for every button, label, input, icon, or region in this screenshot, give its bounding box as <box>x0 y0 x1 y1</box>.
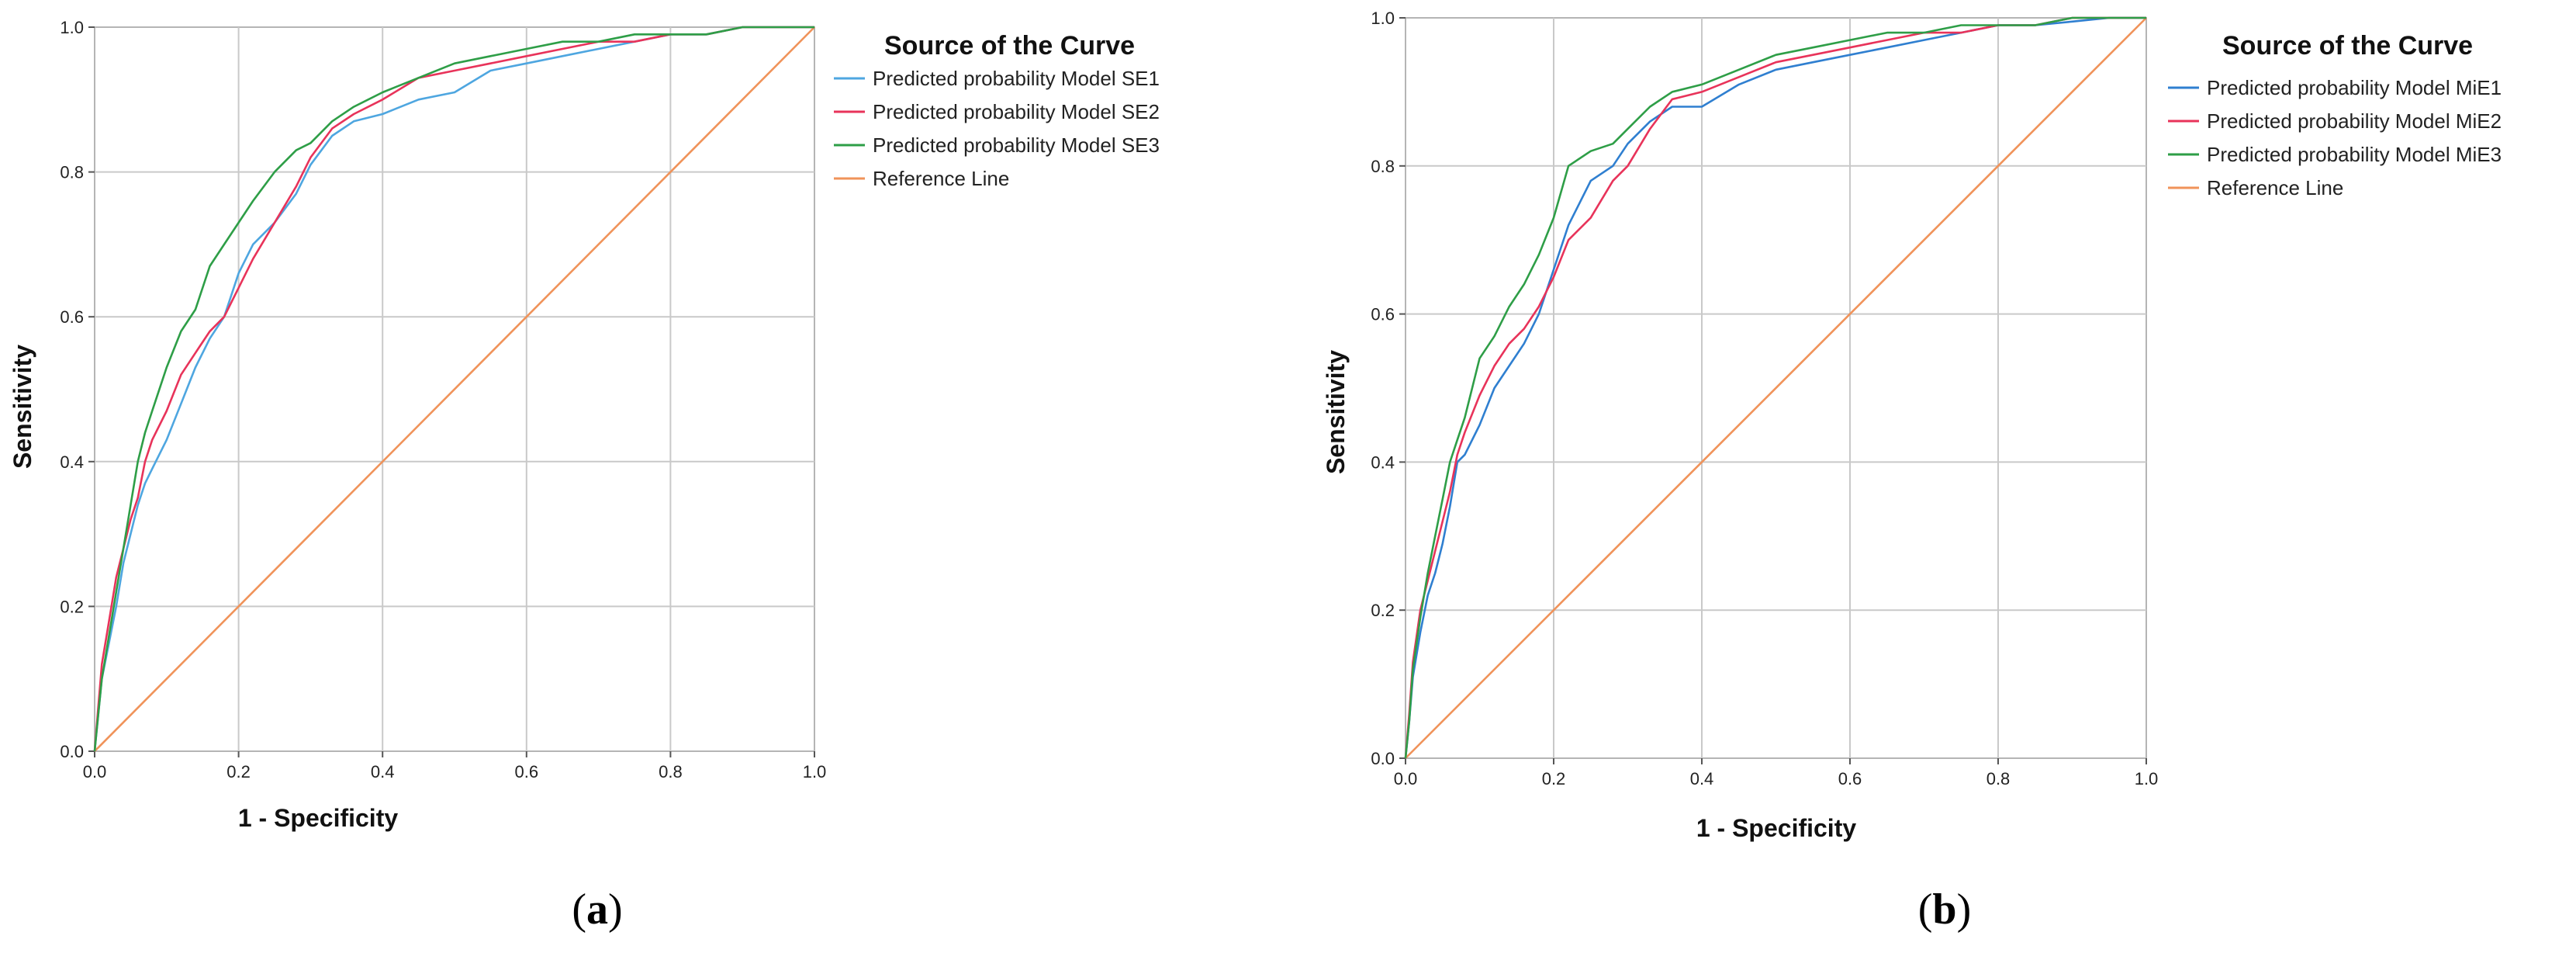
panel-a-y-tick-label: 0.6 <box>60 307 84 327</box>
panel-b-series-predicted-probability-model-mie3 <box>1404 16 2146 759</box>
panel-a-y-axis-title: Sensitivity <box>9 345 36 469</box>
panel-a-x-tick-label: 1.0 <box>803 762 827 781</box>
panel-a-y-tick-label: 0.8 <box>60 163 84 182</box>
panel-b-legend-label-predicted-probability-model-mie1: Predicted probability Model MiE1 <box>2207 76 2502 99</box>
panel-b-caption: (b) <box>1918 885 1971 934</box>
panel-a-legend-label-predicted-probability-model-se1: Predicted probability Model SE1 <box>873 67 1160 90</box>
panel-b-y-tick-label: 1.0 <box>1371 9 1395 28</box>
panel-b-plot: 0.0 0.2 0.4 0.6 0.8 1.0 0.0 0.2 0.4 0.6 0.8 1.0 <box>1371 9 2158 788</box>
panel-a-legend-title: Source of the Curve <box>884 31 1135 61</box>
panel-b-x-tick-label: 0.0 <box>1394 769 1418 788</box>
panel-b-y-tick-label: 0.0 <box>1371 749 1395 768</box>
panel-b-x-tick-label: 0.2 <box>1542 769 1566 788</box>
panel-a-legend: Predicted probability Model SE1 Predicted… <box>834 67 1160 190</box>
panel-b-legend: Predicted probability Model MiE1 Predicte… <box>2168 76 2502 199</box>
panel-a-caption: (a) <box>572 885 622 934</box>
panel-b-y-tick-label: 0.2 <box>1371 601 1395 620</box>
panel-a-x-axis-title: 1 - Specificity <box>238 804 399 832</box>
panel-b-legend-title: Source of the Curve <box>2222 31 2473 61</box>
panel-b-x-tick-label: 1.0 <box>2135 769 2159 788</box>
panel-b-series-reference-line <box>1405 17 2147 759</box>
panel-a-y-tick-label: 0.0 <box>60 742 84 761</box>
panel-a-y-tick-label: 0.4 <box>60 452 84 472</box>
panel-a-x-tick-label: 0.0 <box>83 762 107 781</box>
panel-b-legend-label-reference-line: Reference Line <box>2207 176 2343 199</box>
panel-b-y-tick-label: 0.8 <box>1371 157 1395 176</box>
panel-b: 0.0 0.2 0.4 0.6 0.8 1.0 0.0 0.2 0.4 0.6 0.8 1.0 1 -… <box>1322 9 2502 934</box>
panel-b-y-axis-title: Sensitivity <box>1322 350 1350 474</box>
panel-a-x-tick-label: 0.4 <box>371 762 395 781</box>
panel-a-x-tick-label: 0.8 <box>659 762 683 781</box>
panel-a-legend-label-predicted-probability-model-se3: Predicted probability Model SE3 <box>873 133 1160 157</box>
panel-b-legend-label-predicted-probability-model-mie3: Predicted probability Model MiE3 <box>2207 143 2502 166</box>
panel-a-legend-label-reference-line: Reference Line <box>873 167 1009 190</box>
panel-a-series-predicted-probability-model-se2 <box>93 26 814 752</box>
panel-a-y-tick-label: 1.0 <box>60 18 84 37</box>
panel-b-y-tick-label: 0.6 <box>1371 305 1395 324</box>
panel-a-legend-label-predicted-probability-model-se2: Predicted probability Model SE2 <box>873 100 1160 123</box>
panel-b-series-predicted-probability-model-mie2 <box>1404 16 2146 759</box>
panel-b-x-tick-label: 0.8 <box>1986 769 2011 788</box>
panel-a-x-tick-label: 0.2 <box>226 762 251 781</box>
panel-a-x-tick-label: 0.6 <box>515 762 539 781</box>
panel-b-x-tick-label: 0.4 <box>1690 769 1714 788</box>
panel-b-x-tick-label: 0.6 <box>1838 769 1862 788</box>
panel-b-legend-label-predicted-probability-model-mie2: Predicted probability Model MiE2 <box>2207 109 2502 133</box>
panel-a-series-predicted-probability-model-se3 <box>93 26 814 752</box>
panel-b-y-tick-label: 0.4 <box>1371 452 1395 472</box>
panel-a-plot: 0.0 0.2 0.4 0.6 0.8 1.0 0.0 0.2 0.4 0.6 0.8 1.0 <box>60 18 826 781</box>
panel-b-x-axis-title: 1 - Specificity <box>1696 814 1857 842</box>
panel-a-y-tick-label: 0.2 <box>60 597 84 616</box>
panel-a: 0.0 0.2 0.4 0.6 0.8 1.0 0.0 0.2 0.4 0.6 0.8 1.0 1 -… <box>9 18 1160 934</box>
panel-a-series-reference-line <box>94 26 815 752</box>
panel-b-series-predicted-probability-model-mie1 <box>1404 16 2146 759</box>
